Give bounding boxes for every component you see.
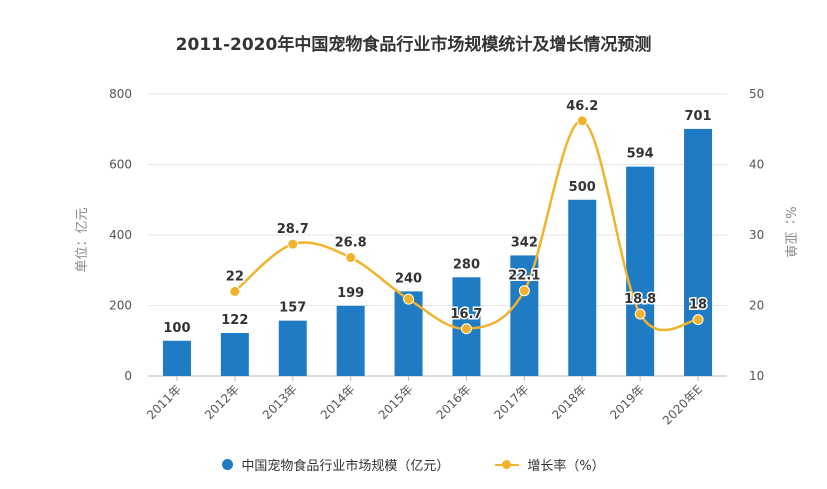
bar-value-label: 701 (684, 109, 711, 124)
y-tick-label: 600 (109, 158, 132, 172)
y2-tick-label: 20 (749, 299, 764, 313)
growth-point (345, 252, 357, 264)
y-axis-label: 单位：亿元 (75, 207, 90, 272)
growth-point (403, 293, 415, 305)
y2-tick-label: 10 (749, 369, 764, 383)
growth-value-label: 18 (689, 298, 707, 313)
bar-value-label: 157 (279, 301, 306, 316)
bar-value-label: 280 (453, 257, 480, 272)
growth-point (229, 285, 241, 297)
bar-value-label: 594 (627, 147, 654, 162)
y-tick-label: 800 (109, 87, 132, 101)
growth-line (234, 119, 699, 332)
growth-point (287, 238, 299, 250)
growth-value-label: 16.7 (450, 307, 482, 322)
bar-value-label: 240 (395, 271, 422, 286)
bar (336, 305, 365, 376)
growth-point (692, 314, 704, 326)
x-tick-label: 2020年E (660, 382, 705, 427)
x-tick-label: 2016年 (434, 382, 474, 422)
growth-value-label: 22 (226, 269, 244, 284)
bar (220, 332, 249, 376)
legend-item-line[interactable]: 增长率（%） (495, 455, 605, 474)
x-tick-label: 2012年 (202, 382, 242, 422)
bar-value-label: 199 (337, 286, 364, 301)
bar (162, 340, 191, 376)
x-tick-label: 2011年 (144, 382, 184, 422)
legend: 中国宠物食品行业市场规模（亿元） 增长率（%） (0, 455, 827, 474)
x-tick-label: 2017年 (491, 382, 531, 422)
bar-value-label: 500 (569, 180, 596, 195)
growth-value-label: 26.8 (335, 236, 367, 251)
x-tick-label: 2015年 (376, 382, 416, 422)
y2-tick-label: 50 (749, 87, 764, 101)
growth-point (634, 308, 646, 320)
bar (568, 199, 597, 376)
bar (626, 166, 655, 376)
bar-value-label: 342 (511, 235, 538, 250)
growth-value-label: 22.1 (508, 269, 540, 284)
bar (684, 128, 713, 376)
y2-axis-label: %：亚单 (782, 206, 797, 257)
growth-point (460, 323, 472, 335)
legend-bar-label: 中国宠物食品行业市场规模（亿元） (241, 459, 450, 474)
x-tick-label: 2019年 (607, 382, 647, 422)
y2-tick-label: 30 (749, 228, 764, 242)
x-tick-label: 2018年 (549, 382, 589, 422)
bar-value-label: 122 (221, 313, 248, 328)
bar (278, 320, 307, 376)
y-tick-label: 0 (124, 369, 132, 383)
bar (510, 255, 539, 376)
legend-item-bar[interactable]: 中国宠物食品行业市场规模（亿元） (222, 455, 449, 474)
chart-title: 2011-2020年中国宠物食品行业市场规模统计及增长情况预测 (175, 35, 652, 55)
legend-bar-swatch (222, 459, 234, 470)
growth-value-label: 18.8 (624, 292, 656, 307)
growth-value-label: 28.7 (277, 222, 309, 237)
y-tick-label: 400 (109, 228, 132, 242)
growth-value-label: 46.2 (566, 99, 598, 114)
growth-point (576, 115, 588, 127)
y-tick-label: 200 (109, 299, 132, 313)
x-tick-label: 2014年 (318, 382, 358, 422)
growth-point (518, 285, 530, 297)
legend-line-swatch (495, 459, 520, 470)
legend-line-label: 增长率（%） (527, 459, 605, 474)
x-tick-label: 2013年 (260, 382, 300, 422)
bar-value-label: 100 (163, 321, 190, 336)
y2-tick-label: 40 (749, 158, 764, 172)
